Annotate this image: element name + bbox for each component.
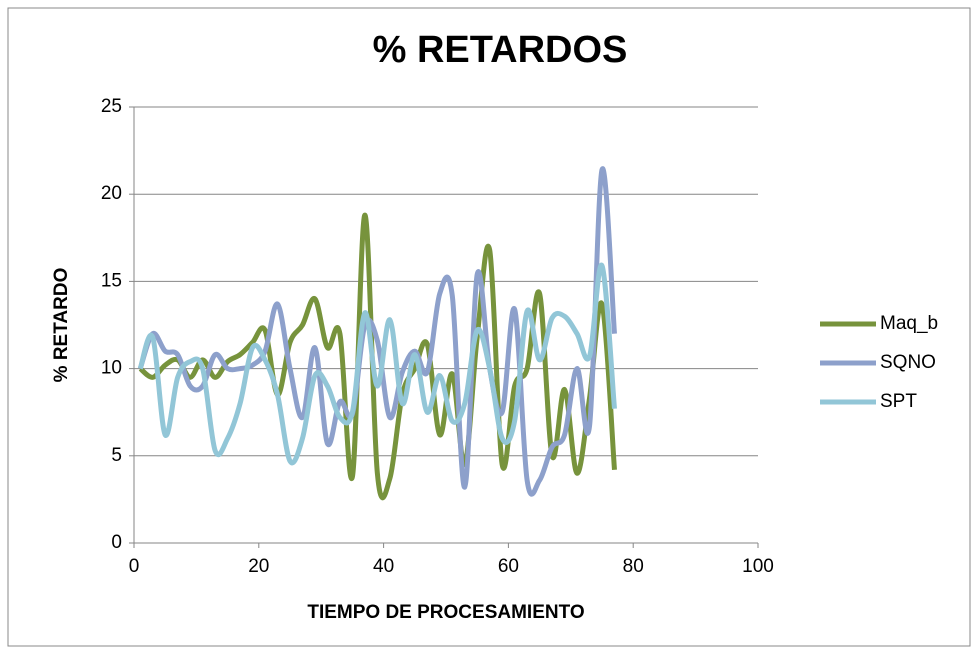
y-axis-label: % RETARDO (51, 268, 72, 383)
legend-label: SPT (880, 391, 917, 412)
chart-title: % RETARDOS (373, 29, 628, 71)
y-tick-label: 15 (101, 270, 122, 291)
y-tick-label: 20 (101, 183, 122, 204)
y-tick-label: 5 (111, 445, 122, 466)
legend-label: SQNO (880, 352, 936, 373)
y-tick-label: 25 (101, 96, 122, 117)
x-tick-label: 100 (742, 556, 774, 577)
legend-label: Maq_b (880, 313, 938, 334)
x-axis-label: TIEMPO DE PROCESAMIENTO (307, 602, 584, 623)
x-tick-label: 40 (373, 556, 394, 577)
x-tick-label: 60 (498, 556, 519, 577)
x-tick-label: 80 (623, 556, 644, 577)
y-tick-label: 0 (111, 532, 122, 553)
series-line (137, 263, 617, 466)
series-line (137, 166, 617, 497)
chart-border (7, 7, 971, 647)
series-line (138, 212, 617, 501)
y-tick-label: 10 (101, 358, 122, 379)
x-tick-label: 0 (129, 556, 140, 577)
x-tick-label: 20 (248, 556, 269, 577)
